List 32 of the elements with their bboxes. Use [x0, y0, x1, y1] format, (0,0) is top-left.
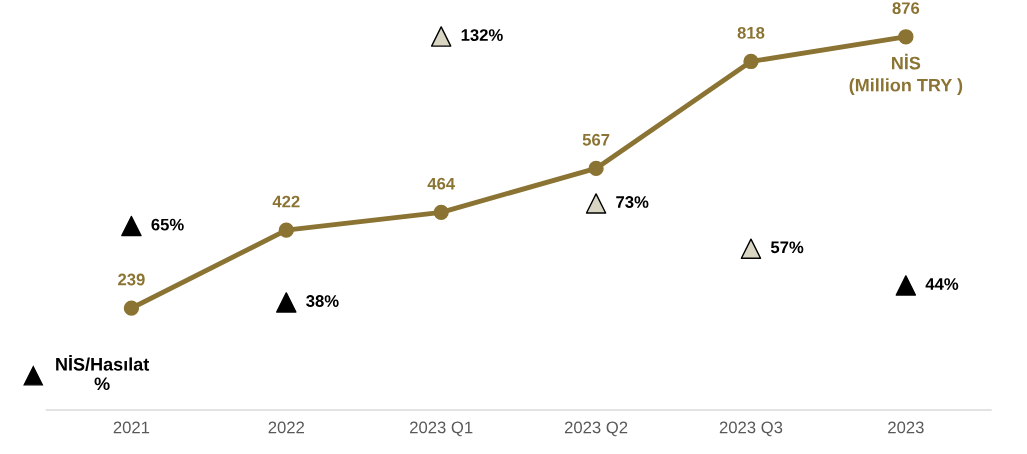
point — [585, 193, 607, 214]
data-label: 132% — [461, 29, 503, 41]
x-tick-label: 2023 — [888, 421, 924, 434]
point — [276, 292, 297, 313]
x-tick-label: 2021 — [113, 421, 150, 434]
data-label: 73% — [616, 196, 649, 208]
point — [278, 222, 294, 238]
x-tick-label: 2022 — [268, 421, 304, 434]
data-label: 464 — [427, 177, 455, 190]
data-label: 818 — [737, 26, 765, 39]
point — [743, 53, 759, 70]
point — [898, 29, 914, 45]
data-label: 239 — [118, 273, 145, 286]
x-tick-label: 2023 Q3 — [719, 421, 783, 437]
point — [588, 160, 604, 177]
data-label: 876 — [892, 2, 920, 15]
data-label: 567 — [582, 133, 610, 146]
point — [121, 215, 142, 237]
series-label: NİS (Million TRY ) — [849, 53, 963, 96]
data-label: 65% — [151, 218, 184, 231]
x-tick-label: 2023 Q2 — [564, 421, 628, 437]
legend-label: NİS/Hasılat % — [56, 355, 150, 391]
point — [430, 26, 452, 47]
point — [895, 275, 917, 296]
data-label: 422 — [272, 195, 300, 208]
x-tick-label: 2023 Q1 — [410, 421, 473, 437]
data-label: 57% — [770, 241, 804, 254]
point — [123, 300, 140, 316]
data-label: 44% — [925, 278, 959, 290]
data-label: 38% — [306, 295, 339, 307]
point — [740, 238, 762, 259]
point — [433, 204, 449, 220]
